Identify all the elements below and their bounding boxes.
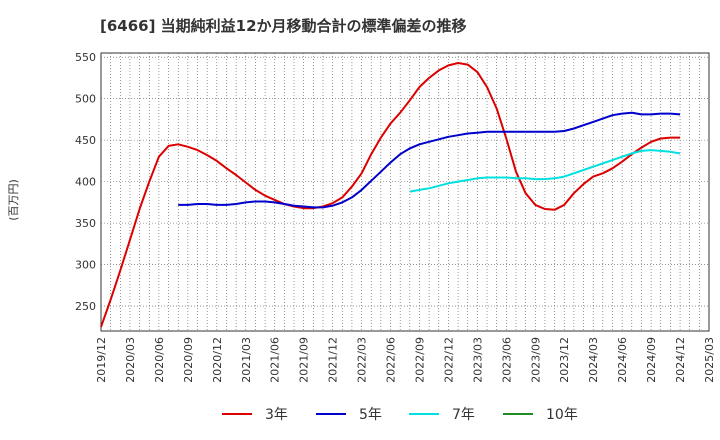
y-tick-label: 250	[75, 300, 96, 313]
y-axis-label: (百万円)	[7, 179, 20, 221]
series-lines	[100, 62, 681, 328]
x-tick-label: 2022/03	[356, 337, 369, 383]
y-tick-label: 550	[75, 51, 96, 64]
x-tick-label: 2021/03	[240, 337, 253, 383]
x-tick-label: 2020/09	[182, 337, 195, 383]
legend-label: 5年	[359, 407, 382, 423]
x-tick-label: 2019/12	[95, 337, 108, 383]
x-tick-label: 2021/12	[327, 337, 340, 383]
x-tick-label: 2024/12	[674, 337, 687, 383]
legend-label: 3年	[265, 407, 288, 423]
y-axis: 250 300 350 400 450 500 550	[75, 51, 96, 313]
series-line-3年	[100, 62, 680, 328]
legend: 3年 5年 7年 10年	[222, 407, 578, 423]
x-tick-label: 2024/03	[587, 337, 600, 383]
legend-label: 7年	[452, 407, 475, 423]
y-tick-label: 350	[75, 217, 96, 230]
x-tick-label: 2023/03	[471, 337, 484, 383]
x-tick-label: 2022/09	[413, 337, 426, 383]
plot-area	[100, 52, 710, 332]
x-tick-label: 2023/09	[529, 337, 542, 383]
x-tick-label: 2021/09	[298, 337, 311, 383]
legend-label: 10年	[546, 407, 578, 423]
x-tick-label: 2024/06	[616, 337, 629, 383]
chart-title: [6466] 当期純利益12か月移動合計の標準偏差の推移	[100, 17, 467, 35]
x-tick-label: 2020/03	[124, 337, 137, 383]
series-line-5年	[178, 111, 681, 209]
x-tick-label: 2020/06	[153, 337, 166, 383]
grid	[101, 53, 709, 331]
y-tick-label: 300	[75, 259, 96, 272]
x-axis: 2019/12 2020/03 2020/06 2020/09 2020/12 2021/…	[95, 337, 716, 383]
x-tick-label: 2025/03	[703, 337, 716, 383]
x-tick-label: 2022/06	[385, 337, 398, 383]
y-tick-label: 400	[75, 176, 96, 189]
x-tick-label: 2020/12	[211, 337, 224, 383]
x-tick-label: 2022/12	[442, 337, 455, 383]
x-tick-label: 2021/06	[269, 337, 282, 383]
x-tick-label: 2024/09	[645, 337, 658, 383]
y-tick-label: 500	[75, 93, 96, 106]
x-tick-label: 2023/12	[558, 337, 571, 383]
x-tick-label: 2023/06	[500, 337, 513, 383]
series-line-7年	[409, 149, 681, 193]
y-tick-label: 450	[75, 134, 96, 147]
